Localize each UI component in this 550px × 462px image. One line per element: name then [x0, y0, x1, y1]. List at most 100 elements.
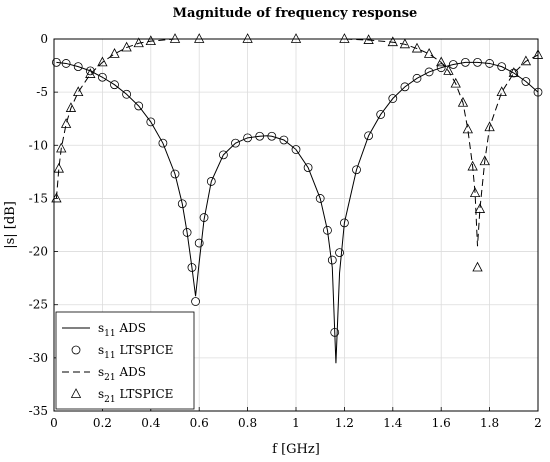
legend-label: s11 LTSPICE: [98, 343, 173, 361]
x-tick-label: 2: [534, 416, 542, 430]
chart-title: Magnitude of frequency response: [173, 6, 418, 21]
legend: s11 ADS s11 LTSPICE s21 ADS s21 LTSPICE: [55, 311, 195, 410]
s21-ltspice-point: [399, 38, 411, 49]
y-tick-label: -15: [29, 191, 48, 205]
s11-ltspice-point: [335, 248, 344, 258]
s11-ltspice-point: [255, 131, 265, 141]
s11-ltspice-point: [279, 135, 289, 145]
x-tick-label: 0.2: [93, 416, 112, 430]
s11-ltspice-point: [110, 80, 119, 90]
s21-ltspice-point: [467, 160, 478, 171]
x-tick-label: 0.8: [238, 416, 257, 430]
s11-ltspice-point: [194, 238, 204, 248]
tick-labels: 0 0.2 0.4 0.6 0.8 1 1.2 1.4 1.6 1.8 2 0 -5 -10 -15 -20 -…: [29, 32, 542, 430]
s21-ltspice-point: [496, 86, 507, 97]
s11-ltspice-point: [400, 82, 410, 92]
s21-ltspice-point: [520, 55, 532, 66]
s21-ltspice-point: [53, 162, 65, 173]
y-tick-label: -25: [29, 298, 48, 312]
s11-ltspice-point: [191, 297, 200, 306]
s21-ltspice-point: [474, 203, 486, 213]
x-axis-label: f [GHz]: [272, 442, 320, 457]
s11-ltspice-point: [509, 68, 519, 78]
s11-ltspice-point: [52, 57, 61, 67]
s21-ltspice-point: [121, 41, 132, 52]
s21-ltspice-point: [145, 35, 156, 46]
x-tick-label: 1.4: [383, 416, 402, 430]
s21-ltspice-point: [436, 56, 447, 67]
s21-ltspice-point: [169, 33, 181, 43]
s11-ltspice-point: [436, 63, 446, 73]
x-tick-label: 1.8: [480, 416, 499, 430]
s11-ltspice-point: [231, 138, 240, 148]
s11-ltspice-point: [243, 133, 253, 143]
s11-ltspice-point: [327, 255, 337, 265]
s21-ltspice-point: [339, 33, 350, 43]
s11-ltspice-point: [460, 57, 470, 67]
s21-ltspice-point: [56, 142, 67, 153]
s11-ltspice-point: [364, 131, 374, 141]
s11-ltspice-point: [187, 263, 197, 272]
s11-ltspice-point: [291, 145, 301, 154]
s21-ltspice-point: [462, 123, 473, 134]
s21-ltspice-point: [73, 86, 84, 97]
s11-ltspice-point: [122, 89, 131, 99]
s21-ltspice-point: [484, 121, 495, 132]
y-tick-label: -30: [29, 351, 48, 365]
x-tick-label: 0.4: [141, 416, 160, 430]
s11-ltspice-point: [412, 73, 422, 83]
y-tick-label: -10: [29, 138, 48, 152]
s11-ltspice-point: [98, 72, 107, 82]
s11-ltspice-point: [177, 199, 187, 209]
s21-ltspice-point: [508, 67, 519, 77]
s21-ltspice-point: [450, 77, 461, 88]
s21-ltspice-point: [133, 37, 144, 48]
y-tick-label: -20: [29, 245, 48, 259]
s11-ltspice-point: [61, 59, 71, 68]
s11-ltspice-point: [85, 66, 95, 76]
x-tick-label: 1.2: [335, 416, 354, 430]
s11-ltspice-point: [497, 62, 507, 72]
s11-ltspice-point: [376, 110, 386, 119]
y-tick-label: 0: [40, 32, 48, 46]
x-tick-label: 1.6: [432, 416, 451, 430]
legend-triangle-marker: [70, 388, 82, 398]
x-tick-label: 0: [50, 416, 58, 430]
s11-ltspice-point: [146, 117, 156, 127]
s21-ltspice-point: [411, 42, 423, 53]
legend-label: s21 ADS: [98, 365, 146, 383]
s21-ltspice-point: [242, 33, 253, 43]
x-tick-label: 0.6: [190, 416, 209, 430]
y-axis-label: |s| [dB]: [3, 201, 18, 249]
s21-ltspice-point: [457, 96, 469, 107]
y-tick-label: -5: [36, 85, 48, 99]
legend-label: s11 ADS: [98, 321, 146, 339]
s11-ltspice-point: [182, 228, 192, 237]
s11-ltspice-point: [158, 138, 168, 148]
legend-label: s21 LTSPICE: [98, 387, 173, 405]
s11-ltspice-point: [330, 327, 340, 337]
s21-ltspice-point: [469, 187, 481, 198]
s11-ltspice-point: [339, 218, 349, 228]
s11-ltspice-point: [352, 165, 361, 175]
s11-ltspice-point: [521, 77, 531, 86]
s11-ltspice-point: [323, 225, 332, 235]
s11-ltspice-point: [473, 57, 482, 67]
s11-ltspice-point: [303, 163, 313, 173]
s11-ltspice-point: [134, 101, 144, 111]
s21-ltspice-point: [290, 33, 302, 43]
s11-ltspice-point: [206, 177, 216, 186]
s21-ltspice-point: [423, 48, 435, 58]
y-tick-label: -35: [29, 404, 48, 418]
s11-ltspice-point: [170, 169, 180, 179]
x-tick-label: 1: [292, 416, 300, 430]
s21-ltspice-point: [60, 118, 72, 128]
s11-ltspice-point: [267, 131, 277, 141]
s11-ads-line: [56, 61, 539, 364]
s11-ltspice-point: [199, 213, 209, 222]
legend-circle-marker: [71, 345, 81, 355]
s21-ltspice-point: [97, 56, 108, 67]
s21-ltspice-point: [387, 36, 398, 47]
s11-ltspice-point: [424, 67, 434, 77]
